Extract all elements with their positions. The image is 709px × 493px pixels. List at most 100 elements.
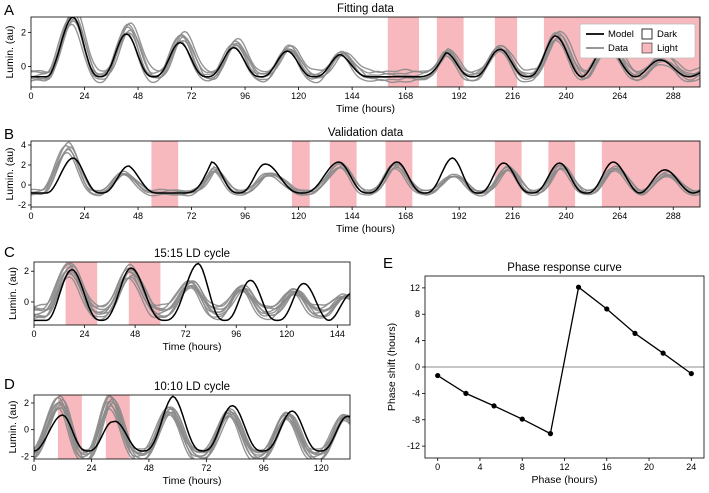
x-tick-label: 24 [80, 91, 90, 101]
plot-area [31, 141, 700, 207]
x-axis-label: Time (hours) [336, 103, 395, 115]
x-axis-label: Time (hours) [336, 223, 395, 235]
panel-a: A Fitting data 0 24 48 72 96 120 144 168 192 216 240… [4, 2, 701, 115]
x-tick-label: 192 [452, 211, 467, 221]
x-tick-label: 96 [240, 211, 250, 221]
axes-frame [33, 261, 351, 326]
data-trace [34, 276, 350, 321]
x-tick-label: 120 [279, 329, 294, 339]
model-trace [34, 395, 350, 452]
x-tick-label: 96 [231, 329, 241, 339]
x-tick-label: 144 [330, 329, 345, 339]
x-tick-label: 4 [477, 462, 482, 472]
prc-point [491, 403, 497, 409]
panel-letter: E [383, 255, 393, 272]
x-tick-label: 48 [130, 329, 140, 339]
model-trace [31, 157, 700, 194]
prc-point [519, 416, 525, 422]
x-tick-label: 216 [505, 211, 520, 221]
x-tick-label: 16 [602, 462, 612, 472]
data-trace [34, 397, 350, 455]
x-tick-label: 20 [644, 462, 654, 472]
x-tick-label: 288 [666, 211, 681, 221]
prc-point [688, 370, 694, 377]
x-tick-label: 24 [686, 462, 696, 472]
x-tick-label: 24 [86, 463, 96, 473]
x-tick-label: 144 [345, 211, 360, 221]
x-tick-label: 96 [240, 91, 250, 101]
legend-dark-label: Dark [657, 29, 677, 40]
x-tick-label: 72 [187, 91, 197, 101]
axes-frame [30, 16, 701, 88]
y-tick-label: -2 [18, 200, 26, 210]
light-period [601, 141, 700, 207]
x-axis-label: Phase (hours) [532, 474, 598, 486]
x-tick-label: 120 [291, 91, 306, 101]
legend-data-label: Data [608, 43, 629, 54]
y-tick-label: -8 [412, 415, 420, 425]
y-tick-label: 4 [21, 140, 26, 150]
x-tick-label: 264 [612, 91, 627, 101]
prc-point [632, 330, 638, 336]
panel-title: Phase response curve [507, 262, 621, 274]
y-tick-label: 0 [24, 425, 29, 435]
panel-letter: D [4, 376, 15, 393]
x-tick-label: 0 [31, 463, 36, 473]
x-tick-label: 24 [80, 211, 90, 221]
panel-b: B Validation data 0 24 48 72 96 120 144 168 192 216… [4, 126, 701, 235]
x-tick-label: 0 [28, 211, 33, 221]
x-tick-label: 72 [181, 329, 191, 339]
x-tick-label: 8 [520, 462, 525, 472]
x-axis-label: Time (hours) [162, 475, 221, 487]
y-tick-label: 0 [24, 297, 29, 307]
x-tick-label: 72 [187, 211, 197, 221]
legend-light-label: Light [657, 43, 678, 54]
y-tick-label: 12 [410, 283, 420, 293]
data-trace [34, 400, 350, 459]
x-tick-label: 0 [31, 329, 36, 339]
y-axis-label: Phase shift (hours) [386, 323, 398, 411]
prc-point [435, 372, 441, 379]
data-trace [31, 141, 700, 192]
x-tick-label: 120 [291, 211, 306, 221]
panel-title: Validation data [328, 127, 404, 139]
y-tick-label: -4 [412, 388, 420, 398]
y-axis-label: Lumin. (au) [4, 147, 16, 200]
plot-area [34, 395, 350, 459]
model-trace [34, 262, 350, 322]
panel-title: 10:10 LD cycle [154, 381, 230, 393]
y-tick-label: 4 [415, 336, 420, 346]
y-tick-label: 0 [21, 180, 26, 190]
x-tick-label: 264 [612, 211, 627, 221]
panel-letter: B [4, 126, 14, 143]
y-tick-label: 0 [21, 62, 26, 72]
data-trace [34, 407, 350, 459]
y-tick-label: 0 [415, 362, 420, 372]
light-period [151, 141, 179, 207]
x-tick-label: 240 [559, 91, 574, 101]
x-tick-label: 168 [398, 211, 413, 221]
y-tick-label: 2 [24, 266, 29, 276]
y-tick-label: 2 [21, 27, 26, 37]
y-tick-label: -2 [21, 451, 29, 461]
x-tick-label: 192 [452, 91, 467, 101]
x-tick-label: 120 [314, 463, 329, 473]
panel-c: C 15:15 LD cycle 0 24 48 72 96 120 144 0 2 Time (ho… [4, 244, 351, 353]
light-period [494, 17, 518, 87]
y-axis-label: Lumin. (au) [7, 267, 19, 320]
plot-area [425, 284, 704, 437]
data-trace [31, 151, 700, 197]
prc-point [604, 306, 610, 312]
data-trace [34, 270, 350, 315]
y-tick-label: -12 [407, 441, 420, 451]
prc-point [547, 431, 554, 437]
x-axis-label: Time (hours) [162, 341, 221, 353]
data-trace [34, 395, 350, 452]
prc-line [437, 286, 692, 435]
prc-point [660, 350, 666, 356]
y-axis-label: Lumin. (au) [4, 25, 16, 78]
x-tick-label: 48 [133, 211, 143, 221]
x-tick-label: 24 [80, 329, 90, 339]
